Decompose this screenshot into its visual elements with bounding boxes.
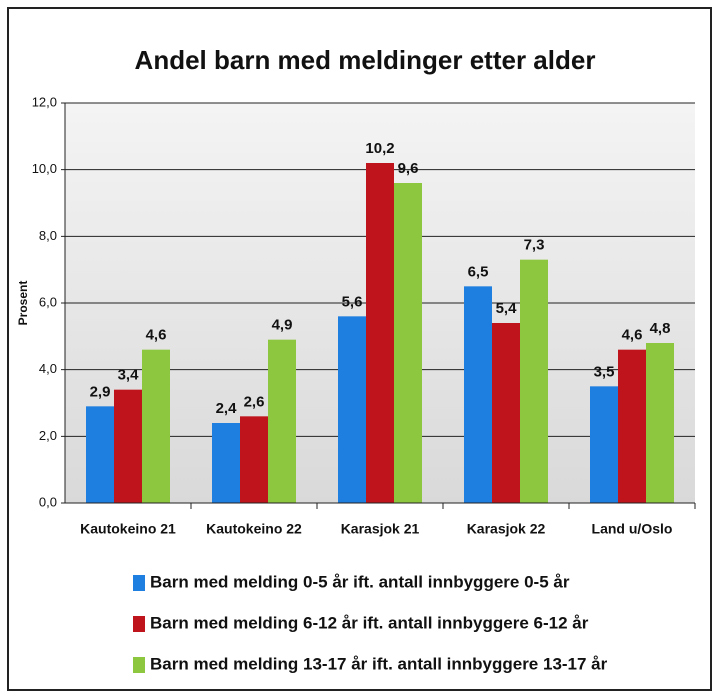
value-label: 3,4 xyxy=(118,367,140,384)
x-tick-label: Land u/Oslo xyxy=(592,521,673,537)
bar xyxy=(646,343,674,503)
bar xyxy=(268,339,296,503)
value-label: 3,5 xyxy=(594,363,615,380)
bar xyxy=(240,416,268,503)
value-label: 4,8 xyxy=(650,320,671,337)
value-label: 4,9 xyxy=(272,317,293,334)
value-label: 6,5 xyxy=(468,263,489,280)
value-label: 2,4 xyxy=(216,400,238,417)
y-tick-label: 12,0 xyxy=(32,94,57,109)
bar xyxy=(338,316,366,503)
bar xyxy=(590,386,618,503)
legend-label: Barn med melding 6-12 år ift. antall inn… xyxy=(150,613,589,632)
bar xyxy=(114,389,142,503)
x-tick-label: Kautokeino 22 xyxy=(206,521,302,537)
legend-swatch xyxy=(133,575,145,591)
chart-title: Andel barn med meldinger etter alder xyxy=(135,45,596,75)
bar xyxy=(618,349,646,503)
bar xyxy=(366,163,394,503)
bar xyxy=(520,259,548,503)
value-label: 5,4 xyxy=(496,300,518,317)
bar xyxy=(492,323,520,503)
value-label: 2,9 xyxy=(90,383,111,400)
value-label: 4,6 xyxy=(146,327,167,344)
y-tick-label: 8,0 xyxy=(39,228,57,243)
y-tick-label: 10,0 xyxy=(32,161,57,176)
bar xyxy=(464,286,492,503)
bar xyxy=(86,406,114,503)
bar xyxy=(212,423,240,503)
legend-swatch xyxy=(133,616,145,632)
y-tick-label: 4,0 xyxy=(39,361,57,376)
legend-swatch xyxy=(133,657,145,673)
value-label: 10,2 xyxy=(365,140,394,157)
value-label: 4,6 xyxy=(622,327,643,344)
bar xyxy=(142,349,170,503)
y-tick-label: 0,0 xyxy=(39,494,57,509)
legend-label: Barn med melding 13-17 år ift. antall in… xyxy=(150,654,608,673)
x-tick-label: Karasjok 22 xyxy=(467,521,546,537)
x-tick-label: Kautokeino 21 xyxy=(80,521,176,537)
value-label: 7,3 xyxy=(524,237,545,254)
y-tick-label: 6,0 xyxy=(39,294,57,309)
value-label: 2,6 xyxy=(244,393,265,410)
y-tick-label: 2,0 xyxy=(39,428,57,443)
y-axis-label: Prosent xyxy=(16,281,30,326)
value-label: 5,6 xyxy=(342,293,363,310)
x-tick-label: Karasjok 21 xyxy=(341,521,420,537)
legend-label: Barn med melding 0-5 år ift. antall innb… xyxy=(150,572,570,591)
value-label: 9,6 xyxy=(398,160,419,177)
bar xyxy=(394,183,422,503)
